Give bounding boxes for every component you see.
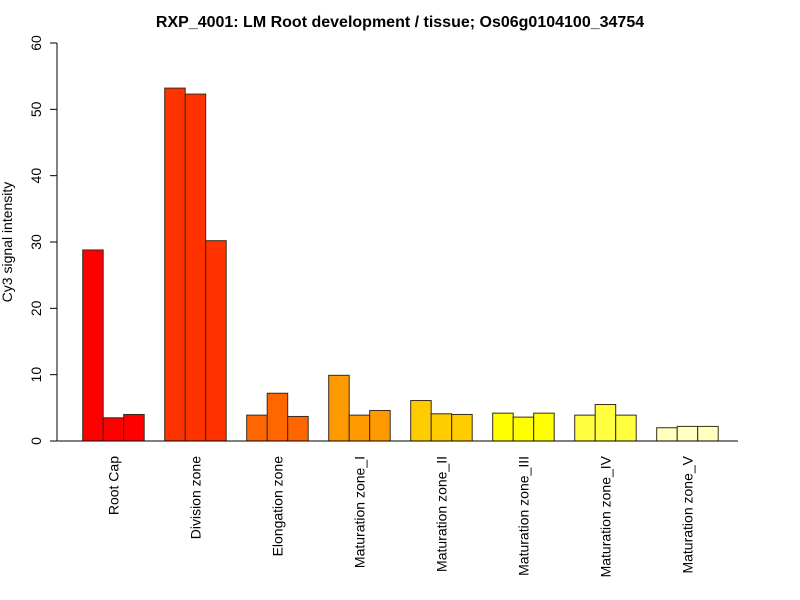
y-tick-label: 20 [28, 300, 44, 316]
bars [82, 87, 719, 442]
bar [676, 425, 699, 442]
y-tick-label: 30 [28, 234, 44, 250]
y-tick-label: 40 [28, 168, 44, 184]
x-category-label: Root Cap [105, 456, 121, 515]
bar [369, 409, 391, 442]
bar [512, 416, 535, 442]
bar [348, 414, 371, 442]
bar-group [492, 412, 555, 442]
bar [492, 412, 514, 442]
x-category-label: Division zone [187, 456, 203, 539]
y-tick-label: 0 [28, 437, 44, 445]
bar-group [246, 392, 309, 442]
y-tick-label: 10 [28, 367, 44, 383]
bar-group [82, 249, 145, 442]
bar [410, 400, 432, 442]
bar [574, 414, 596, 442]
bar [697, 425, 719, 442]
bar-group [656, 425, 719, 442]
chart-title: RXP_4001: LM Root development / tissue; … [156, 14, 644, 31]
x-category-label: Maturation zone_I [351, 456, 367, 568]
x-category-label: Maturation zone_V [679, 455, 695, 573]
y-axis: 0 10 20 30 40 50 60 [28, 35, 58, 445]
bar [533, 412, 555, 442]
bar [656, 427, 678, 442]
x-category-label: Maturation zone_II [433, 456, 449, 572]
bar [594, 404, 617, 442]
y-axis-label: Cy3 signal intensity [0, 182, 15, 303]
bar [123, 413, 145, 442]
bar [451, 413, 473, 442]
bar-group [410, 400, 473, 442]
bar [184, 93, 207, 442]
bar [266, 392, 289, 442]
bar-group [328, 374, 391, 442]
bar-group [164, 87, 227, 442]
bar [246, 414, 268, 442]
bar [205, 240, 227, 442]
bar [328, 374, 350, 442]
bar [615, 414, 637, 442]
x-category-label: Elongation zone [269, 456, 285, 557]
y-tick-label: 50 [28, 101, 44, 117]
x-category-label: Maturation zone_III [515, 456, 531, 576]
bar-group [574, 404, 637, 442]
y-tick-label: 60 [28, 35, 44, 51]
bar [287, 415, 309, 442]
bar [102, 417, 125, 442]
bar [82, 249, 104, 442]
category-labels: Root Cap Division zone Elongation zone Matu… [105, 455, 695, 577]
x-category-label: Maturation zone_IV [597, 455, 613, 577]
bar [430, 413, 453, 442]
bar [164, 87, 186, 442]
